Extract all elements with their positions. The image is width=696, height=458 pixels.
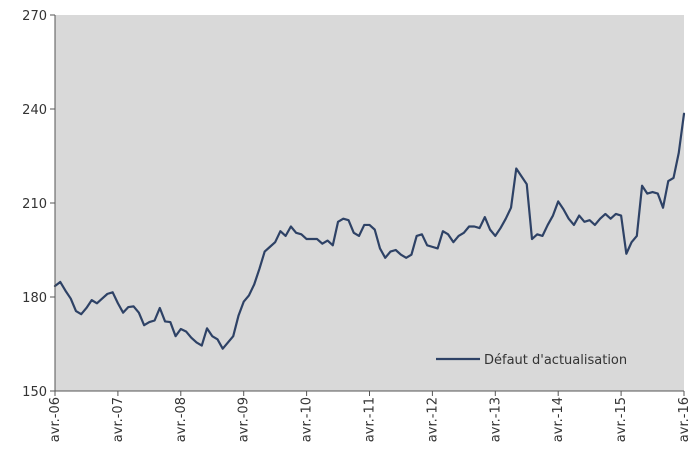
x-tick-label: avr.-07 bbox=[111, 397, 126, 442]
series-layer bbox=[53, 112, 686, 350]
x-tick-label: avr.-09 bbox=[237, 397, 252, 442]
y-tick-label: 270 bbox=[22, 9, 47, 24]
axes-layer: 150 180 210 240 270 avr.-06 avr.-07 avr.-08 avr.… bbox=[22, 9, 692, 442]
x-tick-label: avr.-10 bbox=[300, 397, 315, 442]
x-tick-label: avr.-13 bbox=[488, 397, 503, 442]
x-tick-label: avr.-16 bbox=[677, 397, 692, 442]
x-tick-label: avr.-11 bbox=[363, 397, 378, 442]
x-tick-label: avr.-08 bbox=[174, 397, 189, 442]
x-tick-label: avr.-14 bbox=[551, 397, 566, 442]
y-tick-label: 180 bbox=[22, 291, 47, 306]
x-tick-label: avr.-15 bbox=[614, 397, 629, 442]
y-tick-label: 210 bbox=[22, 197, 47, 212]
x-tick-label: avr.-12 bbox=[425, 397, 440, 442]
y-tick-label: 150 bbox=[22, 385, 47, 400]
series-line bbox=[53, 112, 686, 350]
x-tick-label: avr.-06 bbox=[48, 397, 63, 442]
plot-area bbox=[55, 15, 684, 391]
legend: Défaut d'actualisation bbox=[436, 353, 627, 368]
y-tick-label: 240 bbox=[22, 103, 47, 118]
legend-label: Défaut d'actualisation bbox=[484, 353, 627, 368]
